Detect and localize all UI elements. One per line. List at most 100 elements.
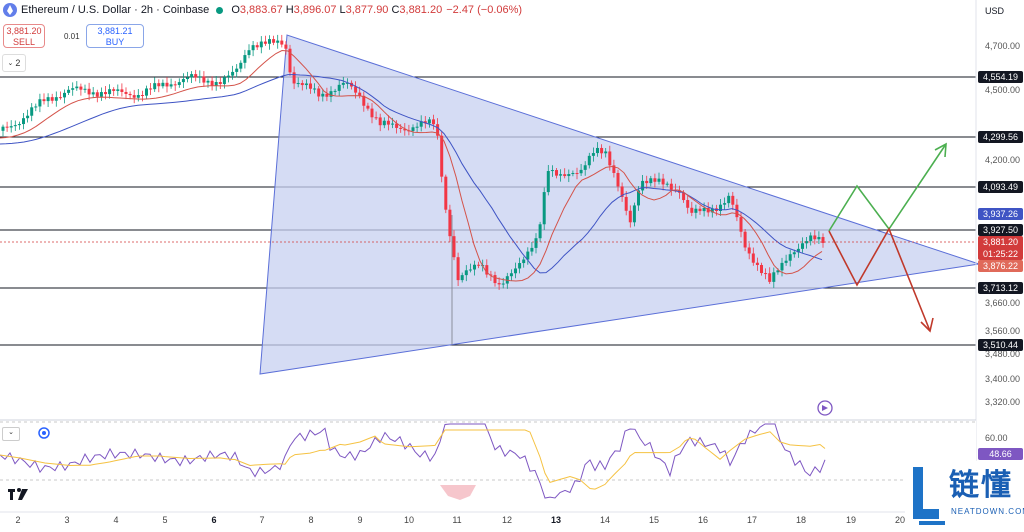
candle-body: [514, 268, 517, 274]
candle-body: [108, 89, 112, 95]
market-status-dot: [216, 6, 224, 14]
buy-price: 3,881.21: [97, 26, 133, 36]
candle-body: [386, 120, 390, 125]
tradingview-logo: [8, 488, 28, 500]
axis-price-label: 4,500.00: [985, 85, 1021, 95]
candle-body: [682, 192, 686, 201]
candle-body: [145, 88, 148, 96]
candle-body: [784, 260, 788, 263]
symbol-title[interactable]: Ethereum / U.S. Dollar · 2h · Coinbase: [21, 4, 210, 16]
candle-body: [17, 124, 21, 126]
candle-body: [661, 178, 665, 185]
candle-body: [436, 124, 440, 136]
sell-button[interactable]: 3,881.20 SELL: [3, 24, 45, 48]
candle-body: [190, 74, 194, 78]
candle-body: [194, 74, 198, 78]
indicator-settings-icon[interactable]: [38, 427, 50, 439]
candle-body: [444, 176, 448, 210]
candle-body: [50, 97, 54, 101]
candle-body: [116, 89, 120, 91]
candle-body: [34, 106, 38, 108]
candle-body: [58, 97, 62, 99]
level-badge: 4,554.19: [978, 71, 1023, 83]
candle-body: [534, 238, 538, 248]
candle-body: [591, 153, 595, 156]
candle-body: [440, 135, 444, 177]
candle-body: [723, 203, 727, 205]
candle-body: [214, 82, 218, 86]
price-badge: 3,876.22: [978, 260, 1023, 272]
candle-body: [665, 183, 669, 185]
time-label: 17: [746, 515, 757, 525]
sell-price: 3,881.20: [6, 26, 42, 36]
candle-body: [739, 217, 743, 232]
candle-body: [809, 235, 813, 242]
candle-body: [596, 147, 599, 154]
candle-body: [300, 83, 304, 86]
candle-body: [719, 204, 722, 211]
candle-body: [112, 89, 116, 91]
candle-body: [1, 126, 5, 131]
candle-body: [727, 195, 731, 204]
moving-average-fast: [0, 49, 823, 282]
candle-body: [26, 115, 30, 119]
candle-body: [620, 186, 624, 197]
candle-body: [419, 121, 423, 127]
candle-body: [140, 95, 144, 97]
low-label: L: [339, 4, 346, 16]
time-label: 13: [550, 515, 561, 525]
candle-body: [120, 89, 124, 92]
candle-body: [231, 71, 235, 76]
candle-body: [104, 92, 107, 95]
candle-body: [354, 86, 358, 93]
candle-body: [509, 273, 513, 277]
candle-body: [313, 88, 317, 90]
spread-value: 0.01: [64, 32, 80, 41]
axis-price-label: 3,480.00: [985, 349, 1021, 359]
candle-body: [612, 165, 616, 173]
candle-body: [427, 119, 431, 124]
candle-body: [136, 95, 140, 98]
currency-label[interactable]: USD: [985, 6, 1005, 16]
candle-body: [79, 86, 83, 90]
candle-body: [583, 165, 587, 170]
candle-body: [526, 251, 530, 260]
candle-body: [288, 48, 292, 73]
axis-price-label: 3,320.00: [985, 397, 1021, 407]
candle-body: [747, 247, 751, 254]
candle-body: [702, 208, 706, 212]
candle-body: [735, 204, 739, 218]
time-label: 19: [845, 515, 856, 525]
candle-body: [780, 262, 784, 271]
candle-body: [206, 80, 210, 83]
candle-body: [731, 195, 735, 205]
time-label: 18: [795, 515, 806, 525]
candle-body: [473, 264, 476, 270]
replay-icon[interactable]: [817, 400, 833, 416]
candle-body: [538, 224, 542, 239]
candle-body: [448, 209, 452, 237]
candle-body: [796, 248, 800, 253]
collapse-indicators-button[interactable]: ⌄ 2: [2, 54, 26, 72]
candle-body: [571, 173, 575, 175]
candle-body: [366, 105, 370, 109]
candle-body: [304, 83, 308, 86]
candle-body: [706, 208, 710, 213]
candle-body: [378, 117, 382, 126]
chevron-down-icon: ⌄: [7, 60, 14, 67]
candle-body: [153, 83, 157, 90]
candle-body: [149, 88, 153, 90]
candle-body: [600, 147, 604, 154]
rsi-collapse-button[interactable]: ⌄: [2, 427, 20, 441]
candle-body: [522, 259, 526, 264]
candle-body: [686, 200, 690, 208]
time-label: 16: [697, 515, 708, 525]
candle-body: [198, 76, 202, 78]
candle-body: [751, 253, 755, 263]
buy-button[interactable]: 3,881.21 BUY: [86, 24, 144, 48]
candle-body: [341, 82, 345, 85]
rsi-level-label: 60.00: [985, 433, 1008, 443]
candle-body: [272, 39, 276, 43]
ethereum-icon: [3, 3, 17, 17]
